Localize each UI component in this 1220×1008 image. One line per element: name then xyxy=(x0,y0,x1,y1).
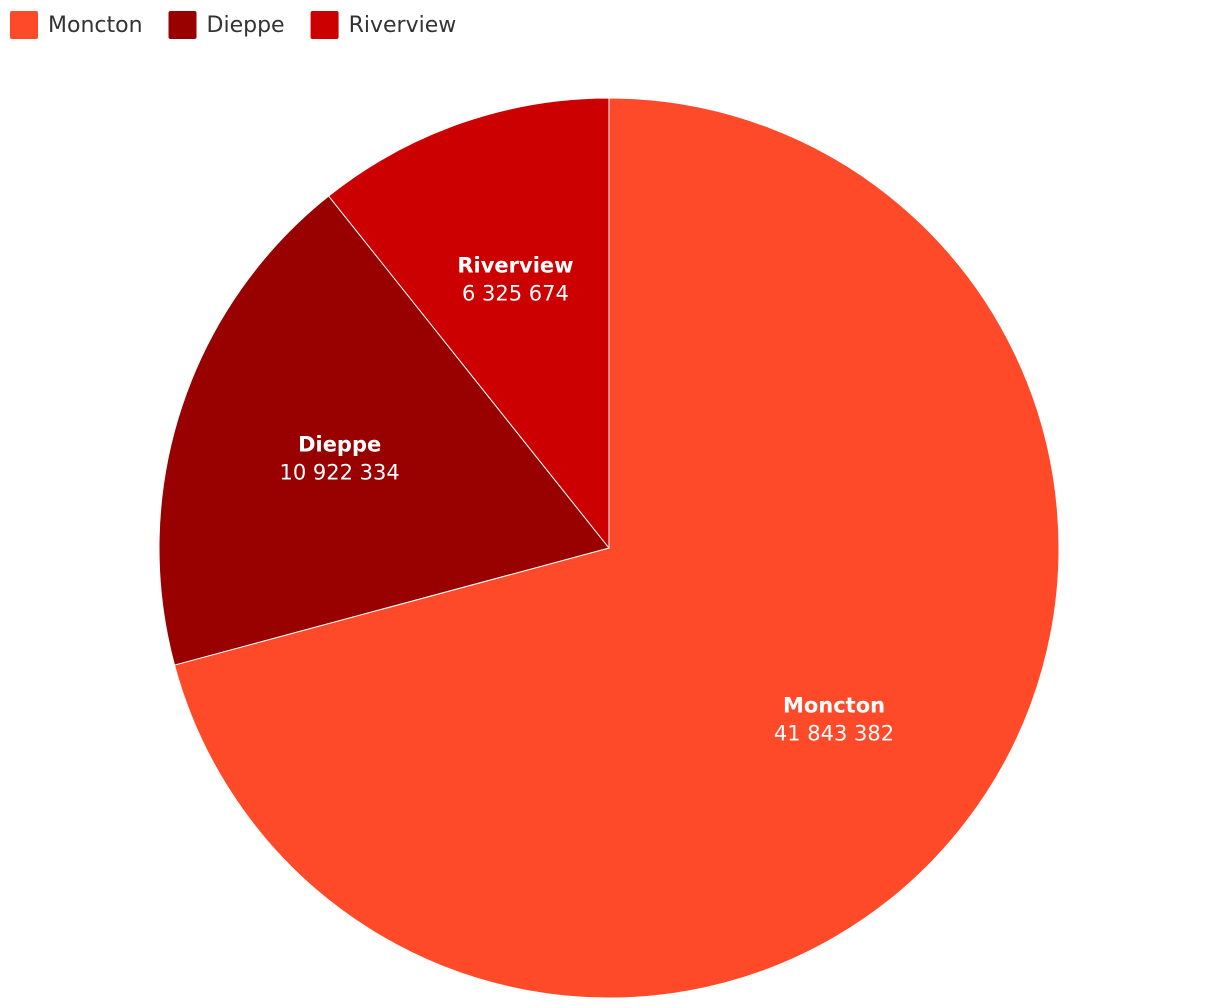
legend-label: Dieppe xyxy=(207,13,285,38)
legend-swatch xyxy=(168,11,197,39)
slice-value: 41 843 382 xyxy=(774,721,894,745)
slice-name: Dieppe xyxy=(298,432,381,456)
legend-swatch xyxy=(310,11,339,39)
pie-slice xyxy=(327,97,610,550)
slice-value: 6 325 674 xyxy=(462,281,569,305)
slice-value: 10 922 334 xyxy=(280,460,400,484)
legend-label: Moncton xyxy=(48,13,143,38)
pie-slice xyxy=(158,195,610,666)
legend-label: Riverview xyxy=(349,13,457,38)
slice-name: Moncton xyxy=(783,693,885,717)
slice-name: Riverview xyxy=(457,253,573,277)
pie-slice xyxy=(173,97,1060,999)
legend-swatch xyxy=(10,11,38,39)
